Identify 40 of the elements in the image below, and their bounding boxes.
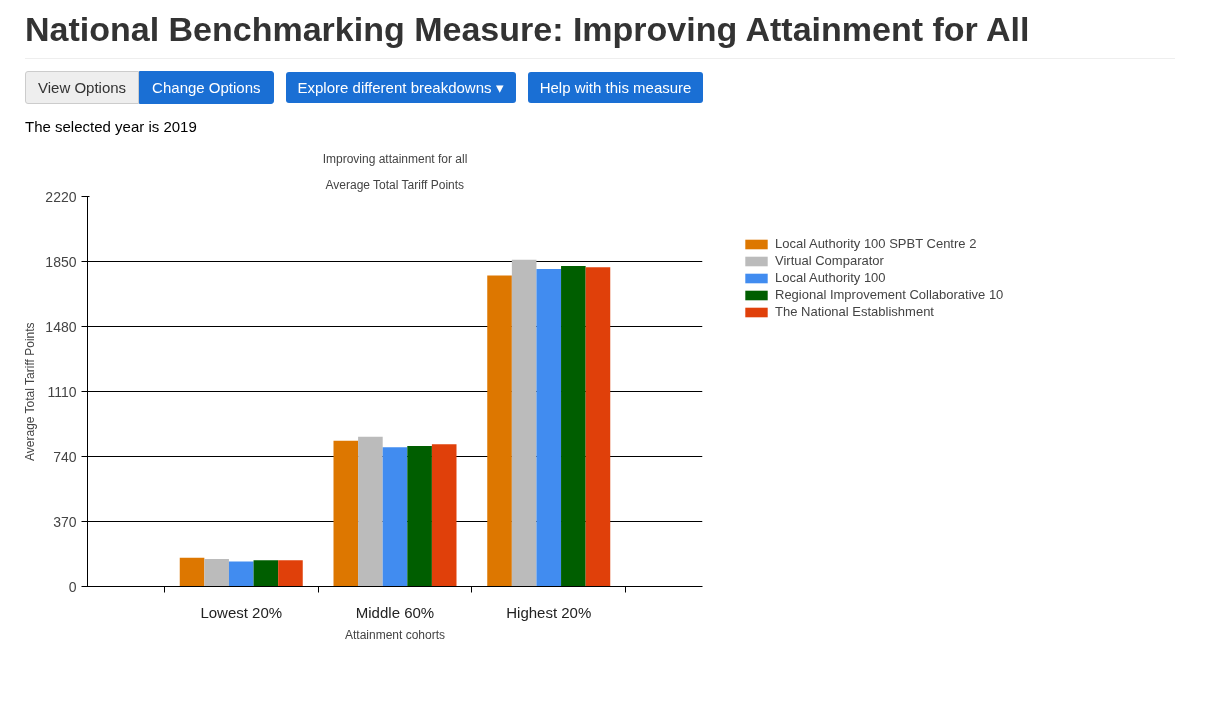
legend-label: Local Authority 100 SPBT Centre 2 bbox=[775, 236, 977, 252]
legend-label: Regional Improvement Collaborative 10 bbox=[775, 287, 1004, 303]
bar bbox=[228, 561, 254, 587]
x-tick-label: Lowest 20% bbox=[200, 603, 283, 621]
y-tick-label: 1850 bbox=[45, 253, 77, 270]
y-tick-label: 0 bbox=[68, 578, 77, 595]
y-tick-label: 1110 bbox=[47, 383, 77, 400]
bar bbox=[536, 269, 562, 587]
bar bbox=[179, 558, 205, 587]
bar bbox=[333, 441, 359, 587]
bar bbox=[585, 267, 611, 587]
y-tick-label: 2220 bbox=[45, 188, 77, 205]
bar bbox=[487, 275, 512, 587]
text: Explore different breakdowns ▾ bbox=[285, 71, 516, 103]
y-tick-label: 740 bbox=[53, 448, 77, 465]
x-tick-label: Middle 60% bbox=[355, 603, 435, 621]
bar bbox=[253, 560, 279, 587]
bar bbox=[204, 559, 229, 587]
text: Help with this measure bbox=[527, 71, 704, 103]
y-axis-title: Average Total Tariff Points bbox=[23, 322, 38, 462]
y-tick-label: 1480 bbox=[45, 318, 77, 335]
x-tick-label: Highest 20% bbox=[506, 603, 592, 621]
y-tick-label: 370 bbox=[53, 513, 77, 530]
bar bbox=[511, 260, 537, 587]
bar bbox=[561, 266, 586, 587]
text: The selected year is 2019 bbox=[25, 117, 197, 137]
bar bbox=[431, 444, 457, 587]
bar bbox=[407, 446, 432, 587]
chart-title: National Benchmarking Measure: Improving Attainment for All bbox=[25, 5, 1175, 59]
text: View Options bbox=[25, 70, 140, 104]
legend-label: Virtual Comparator bbox=[775, 253, 884, 269]
bar bbox=[358, 437, 383, 587]
text: Change Options bbox=[139, 70, 274, 104]
legend-label: Local Authority 100 bbox=[775, 270, 886, 286]
chart-subtitle: Improving attainment for all bbox=[322, 151, 468, 166]
bar bbox=[278, 560, 303, 587]
text: Average Total Tariff Points bbox=[325, 177, 465, 192]
x-axis-title: Attainment cohorts bbox=[344, 627, 446, 642]
legend-label: The National Establishment bbox=[775, 304, 934, 320]
bar bbox=[382, 447, 408, 587]
